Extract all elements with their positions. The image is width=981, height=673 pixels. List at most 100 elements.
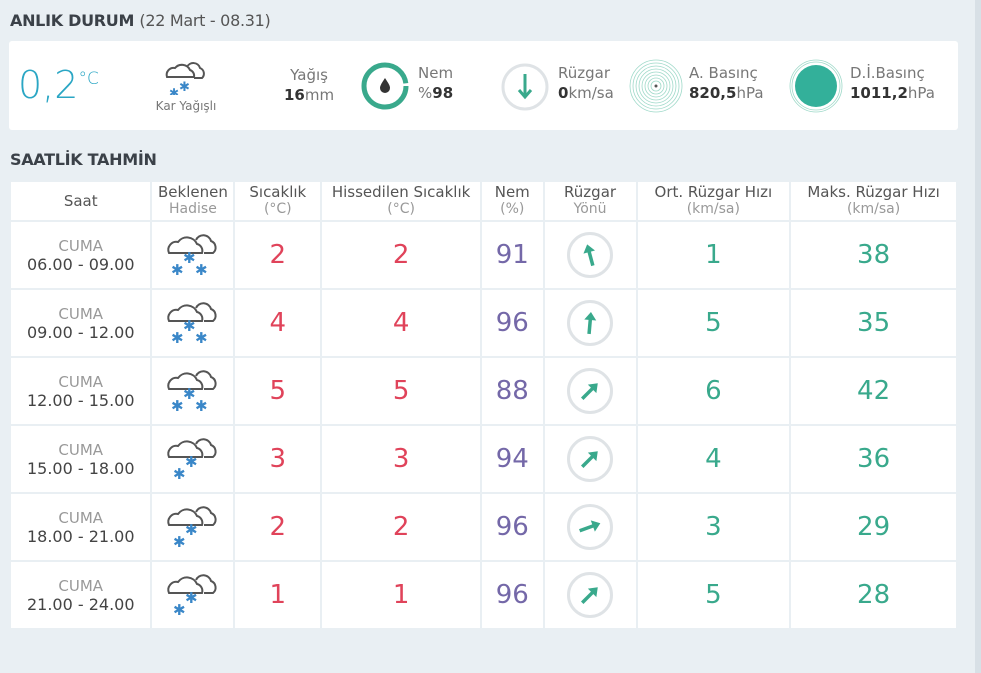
avg-wind-cell: 6 (637, 358, 790, 424)
svg-text:✱: ✱ (185, 453, 198, 471)
feels-like-cell: 3 (322, 426, 480, 492)
temperature-cell: 1 (235, 562, 321, 628)
condition-cell: ✱ ✱ ✱ (152, 290, 234, 356)
snow-cloud-icon: ✱✱ (167, 574, 217, 619)
humidity-cell: 88 (481, 358, 543, 424)
avg-wind-cell: 3 (637, 494, 790, 560)
svg-text:✱: ✱ (171, 397, 184, 415)
wind-direction-cell (544, 358, 636, 424)
column-header: Saat (11, 182, 151, 220)
svg-text:✱: ✱ (185, 521, 198, 539)
wind-direction-cell (544, 290, 636, 356)
max-wind-cell: 38 (791, 222, 956, 288)
svg-text:✱: ✱ (171, 329, 184, 347)
max-wind-cell: 29 (791, 494, 956, 560)
temperature-cell: 4 (235, 290, 321, 356)
humidity-cell: 96 (481, 290, 543, 356)
wind-arrow-icon (567, 300, 614, 346)
wind-direction-cell (544, 562, 636, 628)
wind-arrow-icon (567, 232, 614, 278)
snow-cloud-icon: ✱✱ ✱ (167, 234, 217, 279)
humidity-cell: 91 (481, 222, 543, 288)
wind-arrow-icon (567, 436, 614, 482)
time-cell: CUMA 15.00 - 18.00 (11, 426, 151, 492)
precipitation: Yağış 16mm (284, 66, 335, 104)
condition-cell: ✱ ✱ (152, 426, 234, 492)
column-header: Hissedilen Sıcaklık (°C) (322, 182, 480, 220)
table-row: CUMA 06.00 - 09.00 ✱ ✱ ✱ 2 2 91 1 38 (11, 222, 956, 288)
svg-text:✱: ✱ (179, 80, 190, 95)
svg-text:✱: ✱ (173, 533, 186, 551)
column-header: Sıcaklık (°C) (235, 182, 321, 220)
humidity-cell: 94 (481, 426, 543, 492)
hourly-title: SAATLİK TAHMİN (10, 150, 157, 169)
table-row: CUMA 18.00 - 21.00 ✱ ✱ 2 2 96 3 29 (11, 494, 956, 560)
column-header: Maks. Rüzgar Hızı (km/sa) (791, 182, 956, 220)
feels-like-cell: 2 (322, 494, 480, 560)
time-cell: CUMA 18.00 - 21.00 (11, 494, 151, 560)
svg-text:✱: ✱ (195, 397, 208, 415)
current-conditions-card: 0,2°C ✱ ✱ Kar Yağışlı Yağış 16mm Nem %98 Rü… (9, 41, 958, 130)
avg-wind-cell: 5 (637, 290, 790, 356)
max-wind-cell: 42 (791, 358, 956, 424)
table-row: CUMA 21.00 - 24.00 ✱ ✱ 1 1 96 5 28 (11, 562, 956, 628)
svg-text:✱: ✱ (195, 261, 208, 279)
svg-text:✱: ✱ (171, 261, 184, 279)
snow-cloud-icon: ✱✱ (165, 62, 205, 100)
feels-like-cell: 1 (322, 562, 480, 628)
condition-cell: ✱ ✱ (152, 494, 234, 560)
svg-text:✱: ✱ (183, 249, 196, 267)
condition-cell: ✱ ✱ ✱ (152, 358, 234, 424)
wind-arrow-icon (567, 572, 614, 618)
current-condition: ✱ ✱ Kar Yağışlı (146, 57, 226, 113)
wind-arrow-icon (567, 368, 614, 414)
avg-wind-cell: 4 (637, 426, 790, 492)
hourly-forecast-table: Saat Beklenen Hadise Sıcaklık (°C) Hissedilen… (9, 180, 958, 630)
avg-wind-cell: 5 (637, 562, 790, 628)
svg-text:✱: ✱ (185, 589, 198, 607)
sea-pressure: D.İ.Basınç 1011,2hPa (850, 64, 935, 102)
wind-direction-cell (544, 222, 636, 288)
column-header: Rüzgar Yönü (544, 182, 636, 220)
current-temperature: 0,2°C (18, 63, 99, 107)
column-header: Ort. Rüzgar Hızı (km/sa) (637, 182, 790, 220)
condition-cell: ✱ ✱ (152, 562, 234, 628)
temperature-cell: 2 (235, 222, 321, 288)
svg-text:✱: ✱ (173, 465, 186, 483)
snow-cloud-icon: ✱✱ ✱ (167, 302, 217, 347)
humidity: Nem %98 (418, 64, 454, 102)
wind-arrow-icon (567, 504, 614, 550)
table-row: CUMA 09.00 - 12.00 ✱ ✱ ✱ 4 4 96 5 35 (11, 290, 956, 356)
current-title: ANLIK DURUM (22 Mart - 08.31) (10, 11, 271, 30)
pressure: A. Basınç 820,5hPa (689, 64, 764, 102)
feels-like-cell: 4 (322, 290, 480, 356)
humidity-gauge-icon (361, 62, 409, 110)
table-row: CUMA 15.00 - 18.00 ✱ ✱ 3 3 94 4 36 (11, 426, 956, 492)
humidity-cell: 96 (481, 562, 543, 628)
wind-direction-cell (544, 426, 636, 492)
snow-cloud-icon: ✱✱ (167, 506, 217, 551)
max-wind-cell: 35 (791, 290, 956, 356)
column-header: Beklenen Hadise (152, 182, 234, 220)
svg-text:✱: ✱ (195, 329, 208, 347)
svg-text:✱: ✱ (173, 601, 186, 619)
condition-cell: ✱ ✱ ✱ (152, 222, 234, 288)
humidity-cell: 96 (481, 494, 543, 560)
wind-direction-cell (544, 494, 636, 560)
snow-cloud-icon: ✱✱ ✱ (167, 370, 217, 415)
sea-pressure-icon (789, 59, 843, 113)
time-cell: CUMA 21.00 - 24.00 (11, 562, 151, 628)
max-wind-cell: 28 (791, 562, 956, 628)
max-wind-cell: 36 (791, 426, 956, 492)
time-cell: CUMA 06.00 - 09.00 (11, 222, 151, 288)
pressure-rings-icon (629, 59, 683, 113)
wind-direction-icon (501, 63, 549, 111)
wind: Rüzgar 0km/sa (558, 64, 614, 102)
column-header: Nem (%) (481, 182, 543, 220)
time-cell: CUMA 12.00 - 15.00 (11, 358, 151, 424)
feels-like-cell: 2 (322, 222, 480, 288)
temperature-cell: 5 (235, 358, 321, 424)
snow-cloud-icon: ✱✱ (167, 438, 217, 483)
svg-text:✱: ✱ (183, 385, 196, 403)
svg-text:✱: ✱ (169, 86, 179, 95)
